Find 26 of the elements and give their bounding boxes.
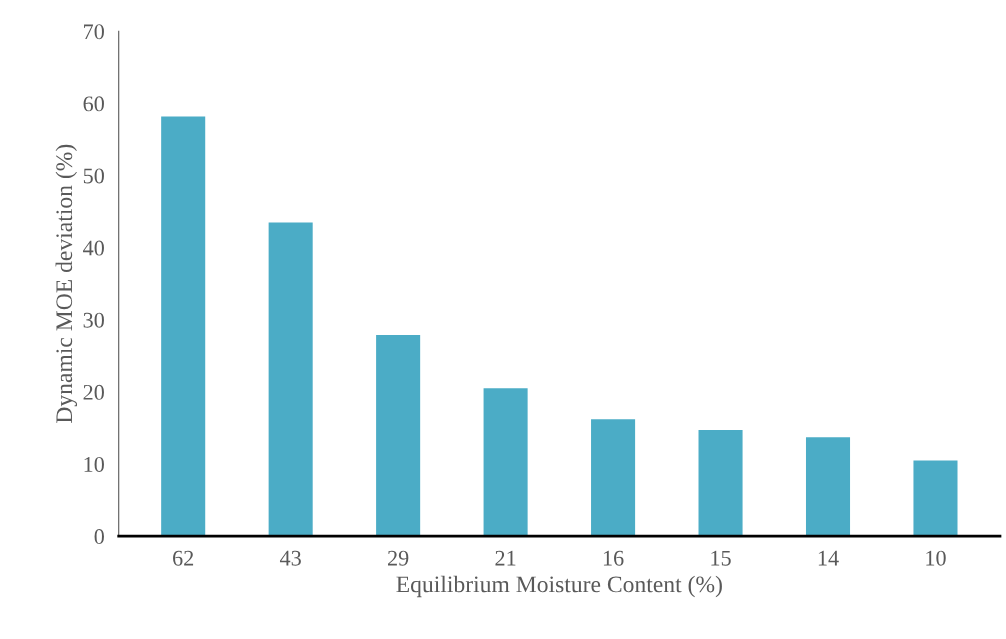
x-tick-label: 16 xyxy=(603,550,624,566)
bar xyxy=(913,460,958,537)
bar xyxy=(161,116,206,537)
y-tick-label: 60 xyxy=(83,96,104,112)
bar xyxy=(376,334,421,537)
x-tick-label: 10 xyxy=(926,550,946,566)
y-tick-label: 30 xyxy=(83,312,104,328)
y-tick-label: 0 xyxy=(94,529,104,545)
bar xyxy=(698,430,743,537)
y-tick-label: 50 xyxy=(83,168,104,184)
bar xyxy=(483,388,528,537)
bar xyxy=(805,437,851,537)
bar xyxy=(268,222,313,537)
x-tick-label: 14 xyxy=(818,550,839,566)
x-tick-label: 62 xyxy=(173,550,194,566)
x-tick-label: 21 xyxy=(495,550,516,566)
y-tick-label: 70 xyxy=(84,24,104,40)
x-axis-title: Equilibrium Moisture Content (%) xyxy=(396,575,722,598)
x-tick-label: 15 xyxy=(711,550,731,566)
y-axis-title: Dynamic MOE deviation (%) xyxy=(55,144,78,424)
x-tick-label: 43 xyxy=(279,550,301,566)
bar xyxy=(591,419,636,537)
y-tick-label: 40 xyxy=(83,240,104,256)
y-tick-label: 20 xyxy=(83,384,104,400)
y-tick-label: 10 xyxy=(84,456,104,472)
x-tick-label: 29 xyxy=(388,550,409,566)
